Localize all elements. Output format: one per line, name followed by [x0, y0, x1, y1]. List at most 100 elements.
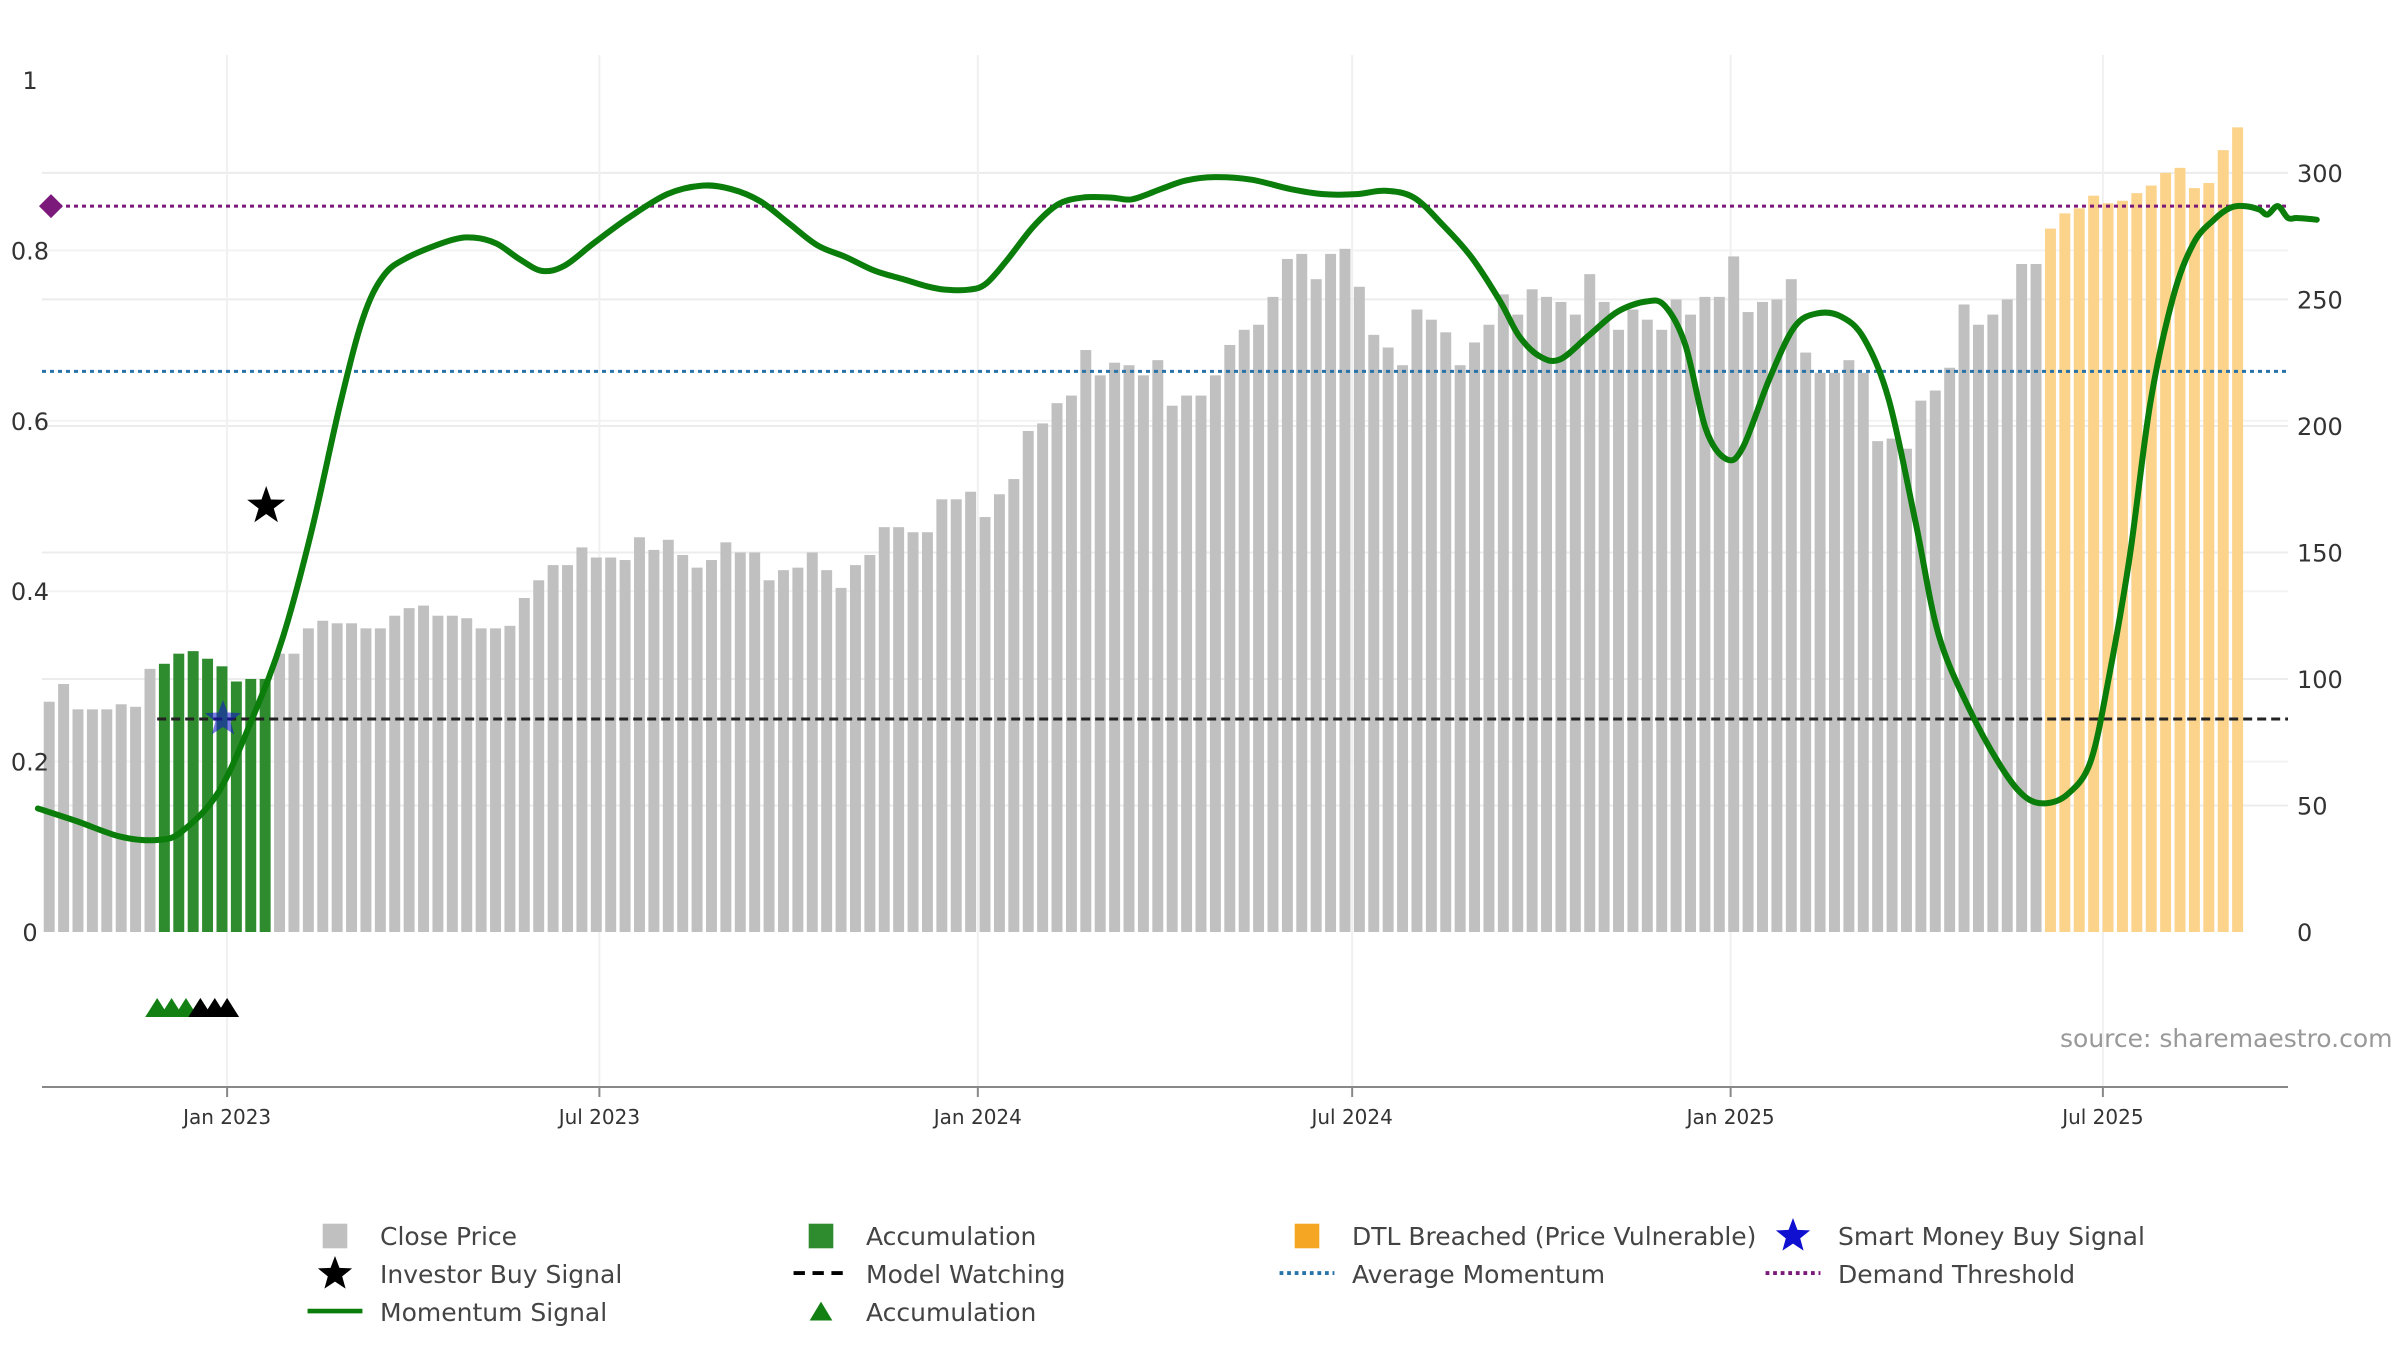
x-tick-label: Jan 2025 [1685, 1105, 1775, 1129]
y-left-tick-label: 0.8 [11, 237, 49, 265]
star-black-icon [300, 1256, 370, 1292]
accumulation-bar [216, 666, 228, 932]
close-price-bar [432, 615, 444, 932]
close-price-bar [1944, 367, 1956, 932]
y-right-tick-label: 100 [2297, 666, 2343, 694]
close-price-bar [1008, 479, 1020, 932]
close-price-bar [1397, 365, 1409, 932]
close-price-bar [619, 560, 631, 932]
x-tick-label: Jul 2025 [2060, 1105, 2143, 1129]
close-price-bar [921, 532, 933, 932]
close-price-bar [1814, 372, 1826, 932]
demand-threshold-marker [39, 194, 63, 219]
close-price-bar [1915, 400, 1927, 932]
legend-item[interactable]: Accumulation [786, 1294, 1036, 1330]
accumulation-bar [158, 663, 170, 932]
close-price-bar [1123, 365, 1135, 932]
legend-item[interactable]: Demand Threshold [1758, 1256, 2075, 1292]
accumulation-triangle-black [215, 998, 240, 1017]
dtl-breached-bar [2203, 183, 2215, 933]
close-price-bar [734, 552, 746, 932]
close-price-bar [662, 539, 674, 932]
close-price-bar [1512, 314, 1524, 932]
legend-item[interactable]: Smart Money Buy Signal [1758, 1218, 2145, 1254]
legend-label: Smart Money Buy Signal [1838, 1221, 2145, 1251]
square-grey-icon [300, 1218, 370, 1254]
close-price-bar [1613, 329, 1624, 933]
close-price-bar [936, 499, 948, 932]
legend-label: Demand Threshold [1838, 1259, 2076, 1289]
close-price-bar [1094, 375, 1106, 932]
x-tick-label: Jul 2024 [1309, 1105, 1392, 1129]
close-price-bar [1742, 312, 1754, 932]
dtl-breached-bar [2131, 193, 2143, 933]
dtl-breached-bar [2145, 185, 2157, 932]
close-price-bar [1296, 253, 1308, 932]
close-price-bar [1195, 395, 1207, 932]
y-left-tick-label: 0.4 [11, 578, 49, 606]
close-price-bar [878, 527, 890, 932]
signal-markers [145, 486, 286, 1017]
close-price-bar [1137, 375, 1149, 932]
close-price-bar [677, 554, 689, 932]
legend-label: Accumulation [866, 1221, 1037, 1251]
close-price-bar [1728, 256, 1740, 933]
close-price-bar [1080, 350, 1092, 933]
close-price-bar [360, 628, 372, 932]
close-price-bar [590, 557, 602, 932]
legend-label: Close Price [380, 1221, 518, 1251]
legend-item[interactable]: Model Watching [786, 1256, 1066, 1292]
close-price-bar [576, 547, 588, 932]
close-price-bar [979, 517, 991, 932]
close-price-bar [1253, 324, 1265, 932]
smart-money-buy-signal-star [204, 700, 242, 735]
legend-item[interactable]: Investor Buy Signal [300, 1256, 622, 1292]
close-price-bar [1325, 253, 1337, 932]
y-right-tick-label: 200 [2297, 413, 2343, 441]
square-orange-icon [1272, 1218, 1342, 1254]
close-price-bar [792, 567, 804, 932]
legend-item[interactable]: Close Price [300, 1218, 517, 1254]
close-price-bar [1454, 365, 1466, 932]
close-price-bar [1181, 395, 1193, 932]
legend-item[interactable]: DTL Breached (Price Vulnerable) [1272, 1218, 1756, 1254]
x-tick-label: Jul 2023 [557, 1105, 640, 1129]
y-left-tick-label: 0.6 [11, 408, 49, 436]
legend-label: Accumulation [866, 1297, 1037, 1327]
close-price-bar [1656, 329, 1668, 933]
y-left-tick-label: 1 [22, 67, 37, 95]
close-price-bar [691, 567, 703, 932]
close-price-bar [490, 628, 501, 932]
legend-item[interactable]: Momentum Signal [300, 1294, 607, 1330]
close-price-bar [389, 615, 401, 932]
close-price-bar [562, 565, 573, 932]
dtl-breached-bar [2217, 150, 2229, 933]
close-price-bar [648, 549, 660, 932]
close-price-bar [1627, 309, 1639, 933]
legend-label: Investor Buy Signal [380, 1259, 623, 1289]
dtl-breached-bar [2102, 203, 2114, 933]
close-price-bar [1526, 289, 1538, 932]
close-price-bars [43, 127, 2244, 933]
close-price-bar [849, 565, 861, 932]
close-price-bar [1886, 438, 1898, 932]
close-price-bar [1310, 279, 1322, 932]
legend-label: Momentum Signal [380, 1297, 608, 1327]
legend-item[interactable]: Accumulation [786, 1218, 1036, 1254]
close-price-bar [115, 704, 127, 932]
y-right-tick-label: 50 [2297, 792, 2328, 820]
close-price-bar [1972, 324, 1984, 932]
close-price-bar [1800, 352, 1812, 932]
legend-item[interactable]: Average Momentum [1272, 1256, 1605, 1292]
legend-label: Model Watching [866, 1259, 1066, 1289]
source-credit: source: sharemaestro.com [2060, 1024, 2393, 1053]
close-price-bar [1641, 319, 1653, 933]
close-price-bar [1411, 309, 1423, 933]
close-price-bar [1497, 294, 1509, 932]
close-price-bar [1353, 286, 1365, 933]
close-price-bar [965, 491, 977, 932]
close-price-bar [706, 560, 717, 932]
star-blue-icon [1758, 1218, 1828, 1254]
close-price-bar [533, 580, 545, 932]
close-price-bar [605, 557, 617, 932]
